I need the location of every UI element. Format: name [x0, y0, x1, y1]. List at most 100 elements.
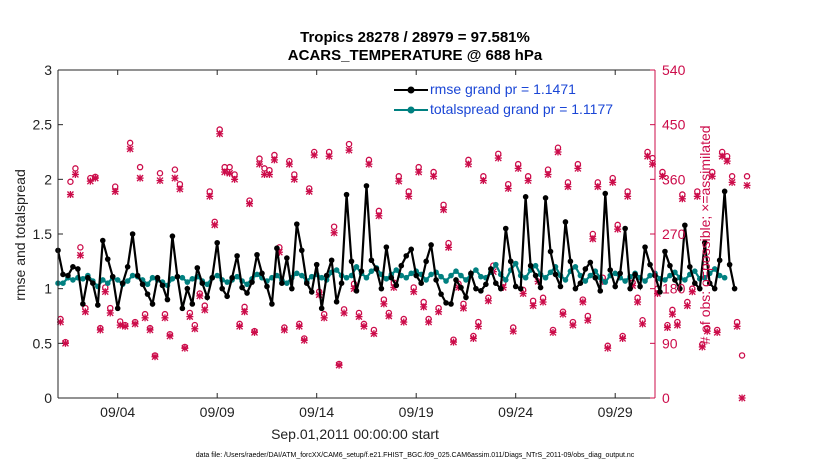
chart-title-line2: ACARS_TEMPERATURE @ 688 hPa — [287, 47, 543, 64]
spread-point — [522, 274, 529, 281]
obs-assimilated-marker — [554, 148, 562, 156]
rmse-point — [289, 285, 295, 292]
obs-assimilated-marker — [634, 298, 642, 306]
rmse-point — [542, 195, 549, 201]
rmse-point — [642, 244, 648, 250]
rmse-point — [607, 267, 614, 273]
rmse-point — [174, 273, 181, 280]
spread-point — [149, 274, 156, 281]
rmse-point — [672, 277, 678, 283]
rmse-point — [463, 294, 469, 301]
spread-point — [393, 267, 400, 273]
spread-point — [587, 272, 594, 279]
rmse-point — [373, 266, 380, 272]
spread-point — [562, 277, 569, 283]
spread-point — [438, 273, 444, 280]
spread-point — [234, 273, 240, 280]
rmse-point — [497, 285, 504, 292]
spread-point — [493, 261, 499, 268]
rmse-point — [129, 231, 136, 237]
rmse-point — [259, 270, 265, 277]
obs-assimilated-marker — [420, 303, 428, 311]
obs-assimilated-marker — [604, 344, 612, 352]
spread-point — [254, 271, 260, 278]
y2-axis-label: # of obs: o=possible; ×=assimilated — [697, 125, 713, 344]
obs-assimilated-marker — [544, 170, 552, 178]
obs-assimilated-marker — [584, 316, 592, 324]
y-tick-label: 0.5 — [33, 335, 53, 351]
rmse-point — [418, 280, 424, 287]
rmse-point — [453, 277, 459, 283]
rmse-point — [353, 288, 360, 294]
rmse-point — [622, 225, 628, 232]
obs-assimilated-marker — [639, 320, 647, 328]
rmse-point — [587, 259, 594, 266]
obs-assimilated-marker — [246, 200, 254, 208]
obs-possible-marker — [77, 244, 84, 251]
obs-assimilated-marker — [524, 177, 532, 185]
obs-possible-marker — [743, 173, 751, 180]
rmse-point — [209, 274, 216, 281]
obs-assimilated-marker — [330, 229, 338, 237]
obs-assimilated-marker — [474, 322, 482, 330]
rmse-point — [264, 283, 270, 290]
rmse-point — [637, 283, 643, 290]
rmse-point — [473, 285, 479, 292]
obs-assimilated-marker — [196, 292, 204, 300]
rmse-point — [368, 257, 375, 264]
obs-assimilated-marker — [136, 174, 144, 182]
rmse-point — [602, 190, 609, 197]
obs-assimilated-marker — [305, 187, 313, 195]
rmse-point — [60, 271, 66, 278]
rmse-point — [313, 261, 320, 268]
obs-assimilated-marker — [504, 184, 512, 192]
obs-assimilated-marker — [614, 225, 622, 233]
rmse-point — [254, 251, 260, 258]
obs-assimilated-marker — [335, 361, 343, 369]
rmse-point — [617, 270, 623, 277]
rmse-point — [527, 262, 534, 269]
rmse-point — [532, 272, 539, 279]
legend-entry-rmse: rmse grand pr = 1.1471 — [390, 80, 650, 100]
rmse-point — [308, 289, 315, 295]
obs-assimilated-marker — [96, 326, 104, 334]
x-axis-label: Sep.01,2011 00:00:00 start — [271, 426, 439, 442]
obs-assimilated-marker — [559, 310, 567, 318]
rmse-point — [388, 274, 395, 281]
obs-possible-marker — [738, 352, 746, 359]
obs-assimilated-marker — [609, 178, 617, 186]
obs-assimilated-marker — [81, 308, 89, 316]
obs-assimilated-marker — [226, 169, 234, 177]
x-tick-label: 09/09 — [200, 404, 235, 420]
y-tick-label: 1 — [44, 281, 52, 297]
obs-assimilated-marker — [683, 302, 691, 310]
rmse-point — [413, 272, 420, 279]
rmse-point — [378, 285, 385, 292]
rmse-point — [612, 283, 618, 290]
obs-possible-marker — [136, 163, 144, 171]
rmse-point — [239, 284, 245, 291]
obs-assimilated-marker — [479, 177, 487, 185]
spread-point — [647, 272, 653, 279]
rmse-point — [562, 219, 569, 225]
series-lines — [55, 183, 738, 312]
obs-assimilated-marker — [146, 326, 154, 334]
spread-point — [408, 270, 415, 277]
y2-tick-label: 450 — [662, 117, 686, 133]
data-file-footnote: data file: /Users/raeder/DAI/ATM_forcXX/… — [195, 452, 635, 459]
spread-point — [572, 264, 579, 270]
obs-assimilated-marker — [116, 321, 124, 329]
y-tick-label: 2.5 — [33, 117, 53, 133]
rmse-point — [234, 253, 240, 259]
obs-assimilated-marker — [86, 177, 94, 185]
rmse-point — [667, 262, 673, 269]
rmse-point — [124, 264, 131, 270]
rmse-point — [323, 272, 330, 279]
rmse-point — [358, 268, 365, 274]
spread-point — [622, 278, 628, 284]
rmse-point — [627, 285, 633, 292]
obs-assimilated-marker — [668, 310, 676, 318]
spread-point — [448, 272, 454, 279]
rmse-point — [468, 270, 474, 277]
